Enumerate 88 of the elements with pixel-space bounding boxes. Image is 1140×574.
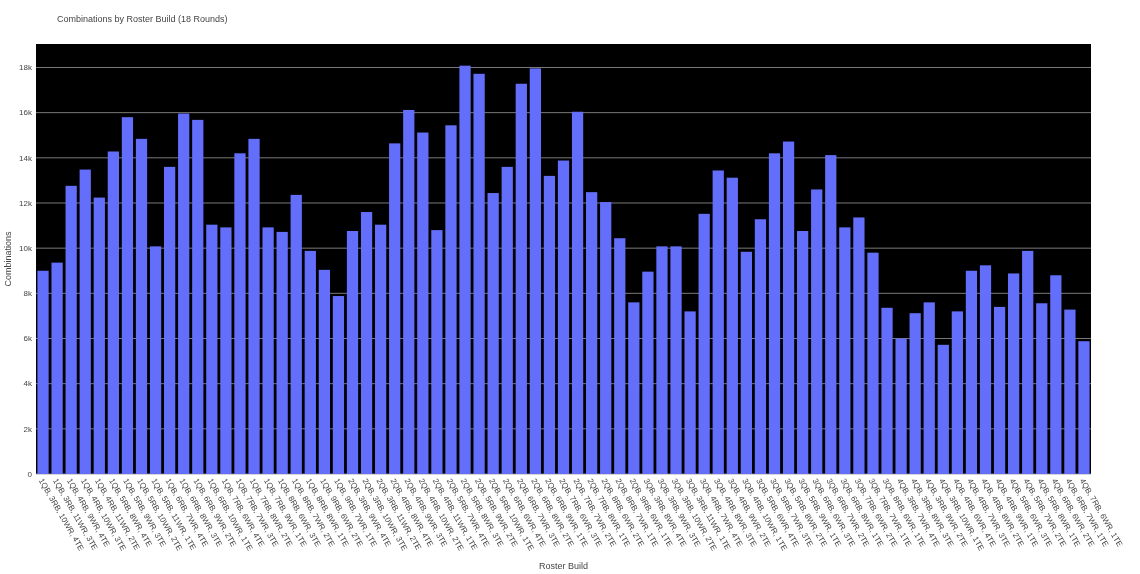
bar <box>304 250 316 474</box>
bar <box>586 192 598 474</box>
bar <box>1022 250 1034 474</box>
bar <box>768 153 781 474</box>
bar <box>543 175 556 474</box>
bar <box>360 212 373 474</box>
bar <box>951 311 963 474</box>
bar <box>839 227 851 474</box>
bar <box>121 117 134 474</box>
bar <box>459 65 471 474</box>
bar <box>811 189 823 474</box>
bar <box>797 231 809 474</box>
bar <box>375 224 387 474</box>
bar <box>178 113 190 474</box>
bar <box>290 194 302 474</box>
bar <box>909 313 921 474</box>
bar <box>65 185 77 474</box>
bar <box>164 166 176 474</box>
bar <box>487 193 499 474</box>
bar <box>825 155 837 474</box>
bar <box>318 269 330 474</box>
bar <box>993 306 1006 474</box>
bar <box>51 262 63 474</box>
bar <box>149 246 162 474</box>
bar <box>600 202 612 474</box>
bar <box>515 83 527 474</box>
bar <box>248 138 260 474</box>
y-tick-label: 14k <box>19 153 33 163</box>
bar <box>135 138 148 474</box>
bar <box>276 231 288 474</box>
bar <box>206 224 218 474</box>
bar <box>332 296 345 474</box>
bar <box>445 125 457 474</box>
bar <box>628 302 640 474</box>
y-tick-label: 10k <box>19 243 33 253</box>
bar <box>895 338 907 474</box>
bar <box>965 270 978 474</box>
y-tick-label: 16k <box>19 108 33 118</box>
bar <box>501 166 513 474</box>
bar <box>557 160 570 474</box>
bar <box>417 132 429 474</box>
bar <box>262 227 274 474</box>
y-axis-title: Combinations <box>3 230 13 287</box>
x-axis-title: Roster Build <box>538 561 589 571</box>
y-tick-label: 8k <box>23 289 33 299</box>
bar <box>234 153 246 474</box>
bar <box>1036 303 1048 474</box>
bar <box>712 170 724 474</box>
bar <box>656 246 668 474</box>
y-tick-label: 4k <box>23 379 33 389</box>
bar <box>107 151 119 474</box>
bar <box>726 177 738 474</box>
bar <box>853 217 865 474</box>
bar <box>346 231 359 474</box>
bar <box>1050 275 1062 474</box>
bar <box>979 265 992 474</box>
bar <box>37 270 49 474</box>
bar <box>867 252 879 474</box>
bar <box>670 246 682 474</box>
bar <box>473 73 485 474</box>
bar <box>1064 309 1076 474</box>
bar <box>529 68 541 474</box>
bar <box>754 219 767 474</box>
bar <box>684 311 696 474</box>
bar <box>93 197 105 474</box>
bar <box>642 271 654 474</box>
y-tick-label: 18k <box>19 63 33 73</box>
bar <box>923 302 935 474</box>
bar <box>698 213 710 474</box>
y-tick-label: 6k <box>23 334 33 344</box>
bar <box>1078 341 1090 474</box>
bar <box>782 141 795 474</box>
bar <box>937 344 949 474</box>
y-tick-label: 2k <box>23 424 33 434</box>
bar <box>881 307 893 474</box>
bar <box>740 251 752 474</box>
bar <box>571 111 584 474</box>
bar <box>79 169 91 474</box>
bar <box>1008 273 1020 474</box>
chart-title: Combinations by Roster Build (18 Rounds) <box>57 14 228 24</box>
bar <box>403 109 415 474</box>
bar <box>389 143 401 474</box>
y-tick-label: 12k <box>19 198 33 208</box>
bar <box>220 227 232 474</box>
bar <box>614 238 626 474</box>
y-tick-label: 0 <box>27 469 33 479</box>
bar <box>431 230 443 474</box>
bar <box>192 119 204 474</box>
